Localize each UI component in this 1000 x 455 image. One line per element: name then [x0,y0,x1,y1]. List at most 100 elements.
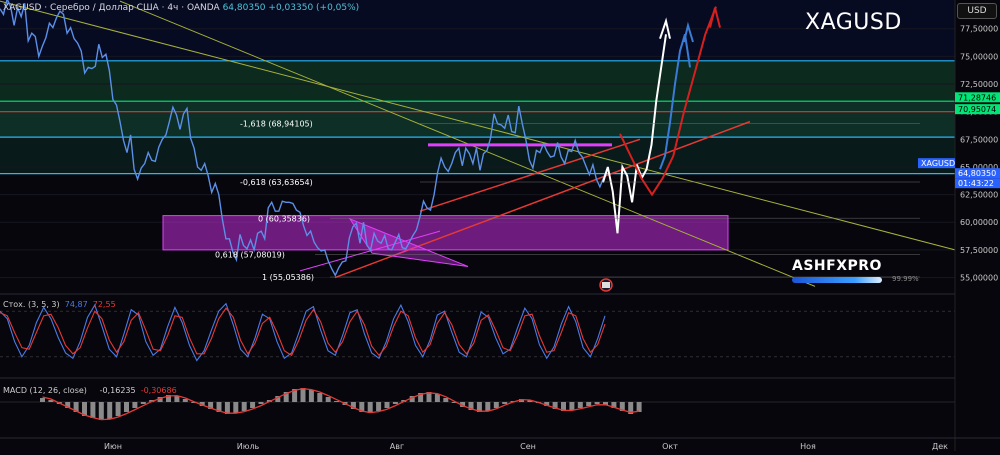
macd-bar-17 [182,399,188,402]
macd-bar-69 [619,402,625,411]
macd-bar-58 [527,400,533,402]
macd-bar-68 [611,402,617,408]
trendline-red-lower [334,120,751,279]
macd-bar-24 [241,402,247,411]
macd-bar-39 [367,402,373,413]
arrow-red-icon [709,7,721,28]
macd-bar-20 [208,402,214,409]
x-tick-label-4: Окт [662,442,678,451]
macd-bar-5 [82,402,87,416]
macd-bar-14 [157,397,163,402]
macd-bar-52 [476,402,482,412]
fib-label-0: -1,618 (68,94105) [240,119,313,128]
macd-bar-44 [409,396,415,402]
brand-sub: 99.99% [892,275,919,283]
macd-bar-47 [434,394,440,402]
macd-bar-18 [191,402,197,403]
macd-title: MACD (12, 26, close) [3,386,87,395]
macd-bar-50 [460,402,466,407]
macd-bar-31 [300,388,306,402]
macd-bar-3 [65,402,71,408]
trendline-yellow-upper [0,0,956,251]
macd-bar-37 [350,402,356,409]
price-label-bg-3 [955,168,1000,179]
header-change: +0,03350 (+0,05%) [268,3,360,13]
price-label-3: 64,80350 [958,169,996,178]
macd-bar-29 [283,392,289,402]
currency-button[interactable]: USD [957,3,997,19]
macd-bar-23 [233,402,239,413]
zone-rect-0 [162,215,729,251]
macd-bar-71 [636,402,642,412]
macd-bar-33 [317,393,323,402]
wedge-line [299,230,441,272]
x-tick-label-3: Сен [520,442,536,451]
macd-bar-65 [586,402,592,406]
brand-logo-text: ASHFXPRO [792,258,882,274]
macd-bar-9 [115,402,121,416]
chart-header: XAGUSD · Серебро / Доллар США · 4ч · OAN… [3,3,359,13]
macd-bar-6 [90,402,96,418]
macd-bar-16 [174,396,180,402]
x-tick-label-2: Авг [390,442,404,451]
macd-bar-8 [107,402,113,419]
macd-bar-63 [569,402,575,410]
stoch-line-0 [0,302,606,362]
stoch-title: Стох. (3, 5, 3) [3,300,60,309]
stoch-line-1 [0,307,606,357]
price-label-4: 01:43:22 [958,179,994,188]
macd-bar-57 [519,399,524,402]
macd-bar-22 [224,402,230,414]
macd-value: -0,16235 [99,386,136,395]
macd-bar-35 [334,401,340,402]
y-tick-label-4: 67,50000 [960,135,998,144]
price-line [0,0,608,277]
symbol-line: XAGUSD · Серебро / Доллар США · 4ч · OAN… [3,3,220,13]
price-label-bg-1 [955,104,1000,115]
macd-bar-11 [132,402,138,408]
macd-bar-67 [603,402,608,405]
macd-bar-61 [552,402,558,409]
macd-bar-40 [376,402,382,411]
y-tick-label-5: 65,00000 [960,163,998,172]
y-tick-label-2: 72,50000 [960,80,998,89]
macd-bar-45 [418,393,424,402]
trendline-red-upper [419,138,641,212]
arrow-blue-icon [683,21,694,43]
fib-label-3: 0,618 (57,08019) [215,251,285,260]
green-zone-2 [0,101,955,138]
y-tick-label-6: 62,50000 [960,191,998,200]
macd-bar-0 [40,398,45,402]
macd-bar-42 [392,402,398,404]
top-zone [0,0,955,61]
macd-bar-70 [628,402,634,414]
macd-signal-value: -0,30686 [140,386,177,395]
brand-progress-bar [792,277,882,283]
macd-bar-4 [73,402,79,412]
macd-bar-34 [325,397,331,402]
price-label-2: XAGUSD [921,159,955,168]
macd-line [42,387,640,421]
price-label-1: 70,95074 [958,105,996,114]
x-tick-label-6: Дек [932,442,948,451]
y-tick-label-0: 77,50000 [960,25,998,34]
event-flag-inner [602,282,610,288]
macd-bar-26 [258,402,264,404]
macd-bar-49 [451,402,457,403]
macd-bar-53 [485,402,491,411]
macd-bar-48 [443,398,449,402]
watermark-title: XAGUSD [805,10,902,35]
price-label-0: 71,28746 [958,93,996,102]
macd-bar-64 [577,402,583,408]
macd-bar-66 [594,402,600,404]
macd-bar-7 [98,402,104,420]
macd-bar-41 [384,402,390,408]
macd-bar-10 [124,402,129,412]
macd-bar-60 [544,402,550,406]
macd-bar-62 [561,402,566,411]
projection-white-line [602,34,667,234]
price-axis-bg [955,0,1000,451]
macd-bar-54 [493,402,499,408]
